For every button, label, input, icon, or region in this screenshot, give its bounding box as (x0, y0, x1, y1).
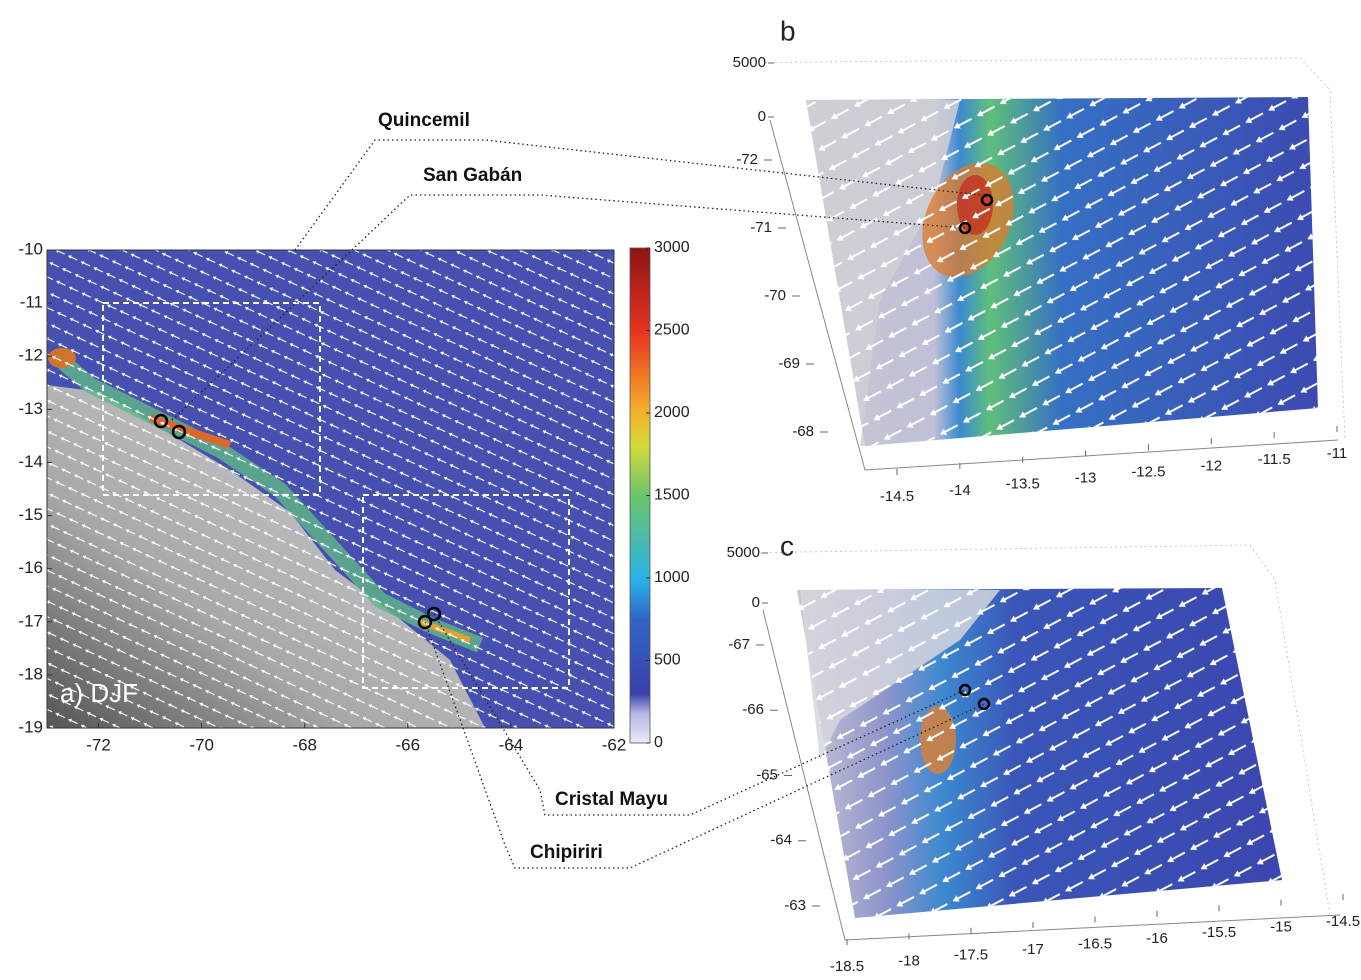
y-tick-label: -67 (728, 636, 750, 653)
x-tick-label: -14.5 (1326, 913, 1360, 930)
colorbar-tick-label: 2500 (654, 322, 690, 339)
y-tick-label: -66 (742, 701, 764, 718)
x-tick-label: -64 (499, 735, 524, 754)
leader-line (424, 621, 985, 869)
leader-line (171, 194, 966, 421)
y-tick-label: -17 (18, 611, 43, 630)
station-marker (417, 614, 433, 630)
wind-vectors (797, 588, 1282, 918)
x-tick-label: -15.5 (1202, 924, 1236, 941)
y-tick-label: -72 (736, 151, 758, 168)
colorbar-tick-label: 1000 (654, 569, 690, 586)
surface-b: b (764, 15, 1346, 471)
station-marker (171, 424, 187, 440)
z-tick-label: 5000 (733, 54, 766, 71)
surface-c: c (759, 530, 1341, 941)
x-tick-label: -13.5 (1006, 476, 1040, 493)
y-tick-label: -69 (778, 355, 800, 372)
y-tick-label: -18 (18, 664, 43, 683)
station-marker (958, 683, 972, 697)
station-marker (977, 697, 991, 711)
panel-label: b (780, 15, 796, 46)
x-tick-label: -62 (602, 735, 627, 754)
y-tick-label: -71 (750, 219, 772, 236)
panel-label: a) DJF (60, 678, 138, 708)
x-tick-label: -68 (292, 735, 317, 754)
station-label: Cristal Mayu (555, 789, 668, 810)
y-tick-label: -10 (18, 239, 43, 258)
x-tick-label: -13 (1075, 470, 1097, 487)
x-tick-label: -18 (898, 952, 920, 969)
axis-line (762, 609, 1341, 941)
z-tick-label: 0 (758, 108, 766, 125)
x-tick-label: -18.5 (830, 958, 864, 975)
z-tick-label: 0 (752, 594, 760, 611)
x-tick-label: -16.5 (1078, 935, 1112, 952)
leader-line (294, 139, 991, 251)
z-tick-label: 5000 (727, 544, 760, 561)
x-tick-label: -12 (1200, 457, 1222, 474)
y-tick-label: -13 (18, 399, 43, 418)
map-frame (46, 249, 615, 729)
y-tick-label: -68 (792, 423, 814, 440)
colorbar-tick-label: 0 (654, 734, 663, 751)
x-tick-label: -72 (86, 735, 111, 754)
x-tick-label: -14.5 (880, 488, 914, 505)
x-tick-label: -16 (1146, 930, 1168, 947)
leader-line (433, 613, 966, 816)
colorbar-tick-label: 500 (654, 652, 681, 669)
x-tick-label: -12.5 (1131, 463, 1165, 480)
wind-vectors (806, 97, 1318, 446)
x-tick-label: -17.5 (954, 947, 988, 964)
x-tick-label: -14 (949, 482, 971, 499)
x-tick-label: -17 (1022, 941, 1044, 958)
axis-line (769, 119, 1339, 471)
x-tick-label: -11.5 (1258, 451, 1291, 468)
y-tick-label: -11 (20, 293, 43, 312)
colorbar-tick-label: 2000 (654, 404, 690, 421)
colorbar-tick-label: 3000 (654, 239, 690, 256)
inset-box (102, 302, 321, 496)
y-tick-label: -15 (18, 505, 43, 524)
station-marker (426, 606, 442, 622)
x-tick-label: -70 (189, 735, 214, 754)
inset-box (362, 494, 570, 689)
station-label: Quincemil (378, 110, 470, 131)
y-tick-label: -19 (18, 717, 43, 736)
colorbar-tick-label: 1500 (654, 487, 690, 504)
y-tick-label: -64 (770, 832, 792, 849)
station-label: Chipiriri (530, 842, 603, 863)
wind-vectors (47, 250, 614, 728)
map-a: a) DJF (46, 249, 615, 729)
axis-box (759, 544, 1331, 916)
x-tick-label: -66 (396, 735, 421, 754)
y-tick-label: -70 (764, 287, 786, 304)
y-tick-label: -63 (784, 897, 806, 914)
y-tick-label: -16 (18, 558, 43, 577)
station-label: San Gabán (423, 165, 522, 186)
x-tick-label: -11 (1327, 445, 1348, 462)
y-tick-label: -12 (18, 346, 43, 365)
panel-label: c (780, 530, 794, 561)
y-tick-label: -14 (18, 452, 43, 471)
station-marker (153, 413, 169, 429)
axis-box (764, 57, 1346, 441)
x-tick-label: -15 (1270, 919, 1292, 936)
station-marker (980, 193, 994, 207)
y-tick-label: -65 (756, 766, 778, 783)
